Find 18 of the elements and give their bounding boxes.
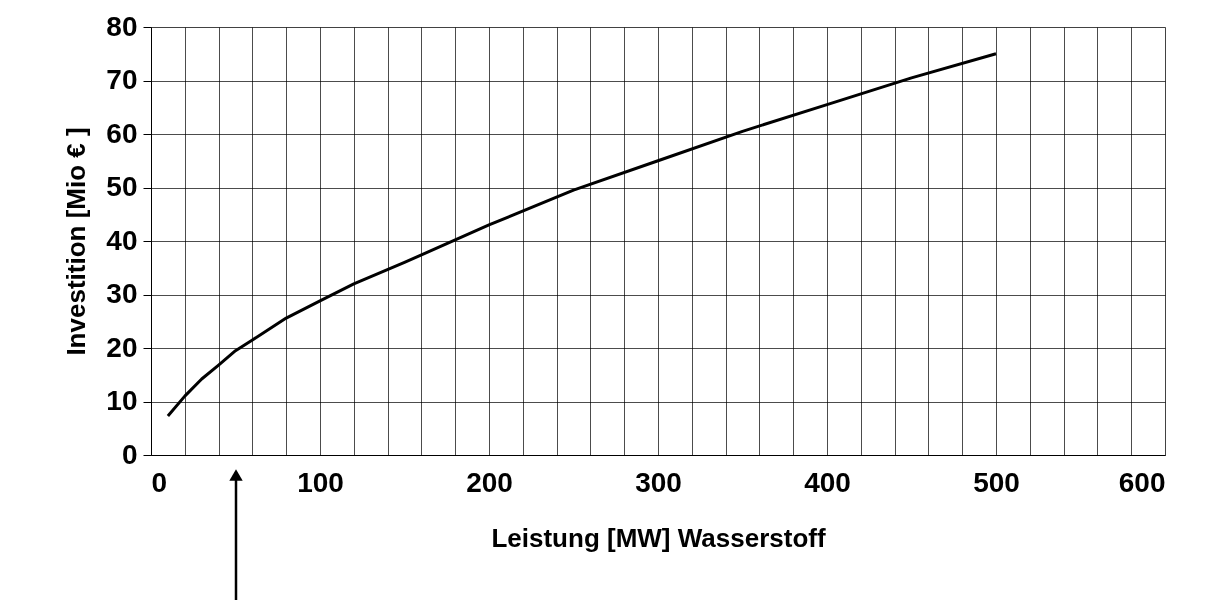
x-axis-title: Leistung [MW] Wasserstoff	[491, 522, 826, 553]
x-tick-label: 100	[297, 466, 344, 498]
y-tick-label: 0	[121, 438, 138, 470]
y-tick-label: 70	[106, 64, 138, 95]
y-tick-label: 20	[106, 331, 138, 363]
x-tick-label: 300	[635, 466, 682, 498]
x-tick-label: 400	[804, 466, 851, 498]
x-tick-label: 600	[1118, 466, 1166, 498]
x-tick-label: 500	[973, 466, 1020, 498]
y-tick-label: 80	[106, 10, 138, 42]
y-tick-label: 50	[106, 171, 138, 202]
x-tick-label: 0	[151, 466, 168, 498]
y-tick-label: 60	[106, 117, 138, 149]
x-tick-label: 200	[466, 466, 513, 498]
y-tick-label: 10	[106, 385, 138, 416]
y-axis-title: Investition [Mio € ]	[61, 127, 92, 356]
y-tick-label: 30	[106, 278, 138, 309]
y-tick-label: 40	[106, 224, 138, 256]
